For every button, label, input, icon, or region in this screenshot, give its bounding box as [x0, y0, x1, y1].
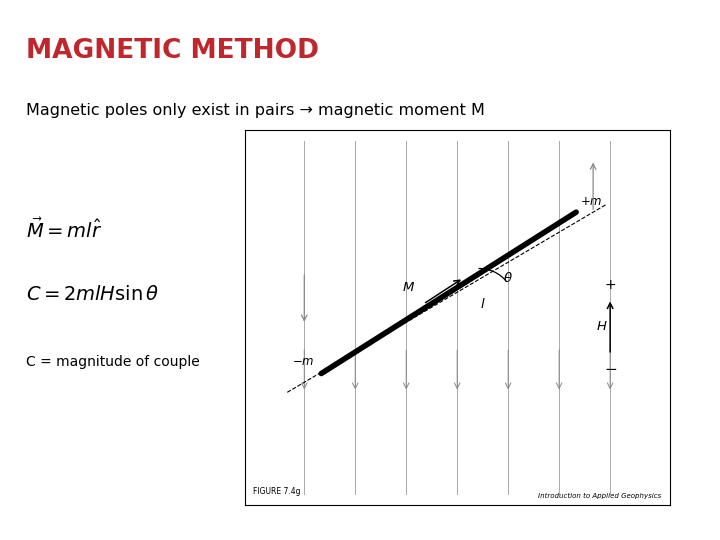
Text: Introduction to Applied Geophysics: Introduction to Applied Geophysics	[538, 493, 661, 500]
Text: $l$: $l$	[480, 297, 485, 311]
Text: $-m$: $-m$	[292, 355, 315, 368]
Text: Magnetic poles only exist in pairs → magnetic moment M: Magnetic poles only exist in pairs → mag…	[26, 103, 485, 118]
Text: FIGURE 7.4g: FIGURE 7.4g	[253, 487, 301, 496]
Text: $-$: $-$	[603, 360, 617, 375]
Text: $+m$: $+m$	[580, 195, 603, 208]
Text: $M$: $M$	[402, 281, 415, 294]
Text: $+$: $+$	[604, 278, 616, 292]
Text: $\theta$: $\theta$	[503, 271, 513, 285]
Text: $H$: $H$	[596, 320, 608, 333]
Text: C = magnitude of couple: C = magnitude of couple	[26, 355, 200, 369]
Text: MAGNETIC METHOD: MAGNETIC METHOD	[26, 38, 319, 64]
Text: $C = 2mlH\sin\theta$: $C = 2mlH\sin\theta$	[26, 285, 159, 304]
Text: $\vec{M} = ml\hat{r}$: $\vec{M} = ml\hat{r}$	[26, 218, 102, 241]
